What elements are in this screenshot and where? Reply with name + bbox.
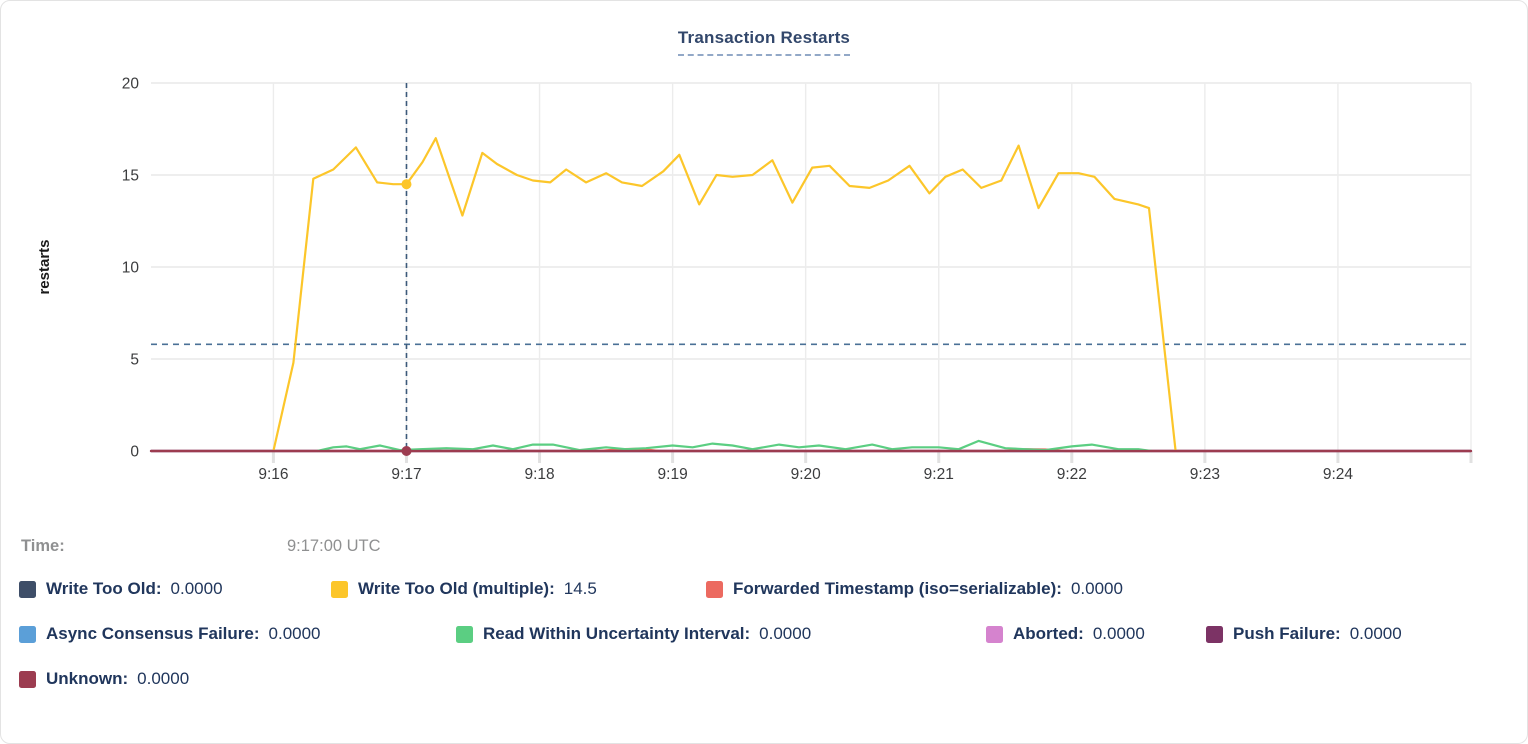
tooltip-time-value: 9:17:00 UTC	[287, 537, 381, 555]
legend-item-read-within-uncertainty-interval: Read Within Uncertainty Interval: 0.0000	[456, 624, 811, 644]
x-tick-mark	[937, 451, 941, 463]
legend-label: Aborted:	[1013, 624, 1084, 643]
legend-label: Unknown:	[46, 669, 129, 688]
legend-item-write-too-old: Write Too Old: 0.0000	[19, 579, 223, 599]
y-tick-label: 10	[122, 260, 140, 277]
x-tick-mark	[1336, 451, 1340, 463]
transaction-restarts-chart[interactable]: 0 5 10 15 20 9:16 9:17 9:18 9:19 9:20 9:21 9:22 9:23…	[1, 61, 1527, 521]
x-tick-label: 9:19	[658, 466, 688, 483]
y-tick-label: 0	[130, 444, 139, 461]
forwarded-timestamp-iso-serializable-swatch	[706, 580, 723, 598]
unknown-swatch	[19, 670, 36, 688]
legend-value: 14.5	[563, 579, 597, 598]
x-tick-mark	[1070, 451, 1074, 463]
legend-value: 0.0000	[268, 624, 321, 643]
legend-item-unknown: Unknown: 0.0000	[19, 669, 189, 689]
legend-label: Write Too Old:	[46, 579, 162, 598]
legend-label: Write Too Old (multiple):	[358, 579, 555, 598]
chart-title: Transaction Restarts	[677, 28, 851, 56]
x-tick-label: 9:17	[391, 466, 421, 483]
x-tick-label: 9:18	[524, 466, 554, 483]
x-tick-label: 9:22	[1057, 466, 1087, 483]
legend-item-forwarded-timestamp-iso-serializable: Forwarded Timestamp (iso=serializable): 0…	[706, 579, 1123, 599]
tooltip-time-label: Time:	[21, 537, 65, 555]
aborted-swatch	[986, 625, 1003, 643]
legend-item-write-too-old-multiple: Write Too Old (multiple): 14.5	[331, 579, 597, 599]
crosshair-point-write-too-old-multiple	[401, 179, 412, 190]
y-tick-label: 5	[130, 352, 139, 369]
x-tick-mark	[671, 451, 675, 463]
legend-row-1: Write Too Old: 0.0000 Write Too Old (multi…	[1, 579, 1527, 624]
x-tick-mark	[271, 451, 275, 463]
x-tick-label: 9:24	[1323, 466, 1354, 483]
legend-label: Forwarded Timestamp (iso=serializable):	[733, 579, 1062, 598]
legend-value: 0.0000	[759, 624, 812, 643]
x-tick-label: 9:20	[791, 466, 822, 483]
legend-value: 0.0000	[1092, 624, 1145, 643]
write-too-old-multiple-swatch	[331, 580, 348, 598]
chart-legend: Write Too Old: 0.0000 Write Too Old (multi…	[1, 579, 1527, 714]
x-tick-mark	[1203, 451, 1207, 463]
legend-value: 0.0000	[1070, 579, 1123, 598]
legend-row-3: Unknown: 0.0000	[1, 669, 1527, 714]
legend-item-aborted: Aborted: 0.0000	[986, 624, 1145, 644]
legend-value: 0.0000	[170, 579, 223, 598]
read-within-uncertainty-interval-swatch	[456, 625, 473, 643]
series-read-within-uncertainty-interval-line	[316, 439, 1153, 453]
write-too-old-swatch	[19, 580, 36, 598]
x-tick-mark	[538, 451, 542, 463]
series-write-too-old-multiple-line	[272, 137, 1177, 453]
y-tick-label: 15	[122, 168, 139, 185]
legend-item-async-consensus-failure: Async Consensus Failure: 0.0000	[19, 624, 321, 644]
chart-header: Transaction Restarts	[1, 1, 1527, 61]
legend-item-push-failure: Push Failure: 0.0000	[1206, 624, 1402, 644]
x-tick-mark	[804, 451, 808, 463]
x-tick-label: 9:23	[1190, 466, 1220, 483]
legend-row-2: Async Consensus Failure: 0.0000 Read Withi…	[1, 624, 1527, 669]
legend-label: Async Consensus Failure:	[46, 624, 260, 643]
x-tick-label: 9:21	[924, 466, 954, 483]
push-failure-swatch	[1206, 625, 1223, 643]
legend-label: Read Within Uncertainty Interval:	[483, 624, 751, 643]
x-tick-mark	[1469, 451, 1473, 463]
y-tick-label: 20	[122, 76, 140, 93]
legend-value: 0.0000	[137, 669, 190, 688]
legend-label: Push Failure:	[1233, 624, 1341, 643]
async-consensus-failure-swatch	[19, 625, 36, 643]
x-tick-mark	[404, 451, 408, 463]
legend-value: 0.0000	[1349, 624, 1402, 643]
y-axis-title: restarts	[36, 239, 53, 294]
x-tick-label: 9:16	[258, 466, 288, 483]
tooltip-time-row: Time: 9:17:00 UTC	[1, 537, 1527, 561]
crosshair-point-unknown	[401, 446, 412, 456]
